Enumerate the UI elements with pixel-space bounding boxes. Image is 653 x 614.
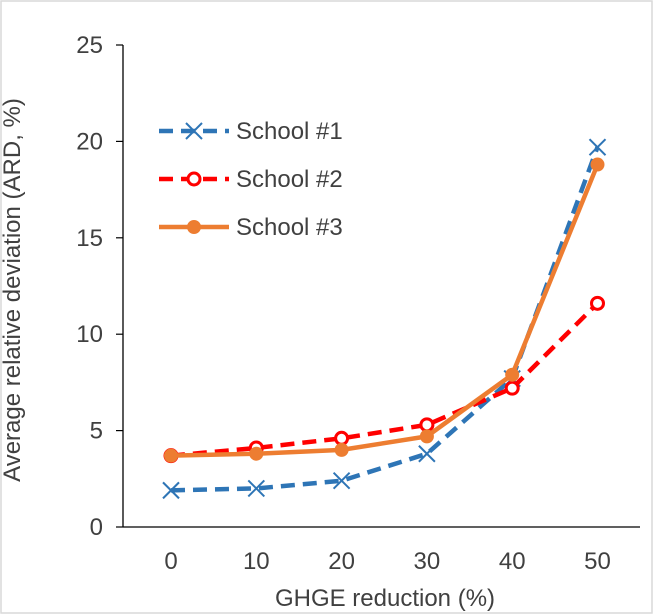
data-point: [590, 295, 605, 311]
y-axis-title: Average relative deviation (ARD, %): [0, 98, 26, 482]
x-tick-label: 30: [414, 548, 441, 575]
data-point: [334, 430, 350, 446]
data-point: [505, 367, 520, 382]
x-tick-label: 20: [328, 548, 355, 575]
y-tick-label: 10: [76, 321, 103, 348]
x-axis-title: GHGE reduction (%): [275, 585, 495, 612]
y-axis-ticks: 0 5 10 15 20 25: [76, 32, 123, 541]
data-point: [504, 380, 520, 396]
y-tick-label: 15: [76, 225, 103, 252]
data-point: [164, 448, 178, 463]
data-point: [247, 479, 266, 498]
series-line: [170, 301, 600, 458]
x-tick-label: 40: [499, 548, 526, 575]
y-tick-label: 5: [90, 418, 103, 445]
y-tick-label: 25: [76, 32, 103, 59]
x-tick-label: 0: [164, 548, 177, 575]
data-point: [419, 429, 434, 444]
x-axis-ticks: 0 10 20 30 40 50: [164, 548, 611, 575]
legend-item: School #3: [159, 214, 343, 241]
series-line: [170, 146, 600, 493]
data-point: [334, 442, 349, 457]
legend-marker: [185, 122, 203, 140]
legend-item: School #2: [159, 166, 343, 193]
data-point: [590, 157, 605, 172]
series-layer: [162, 138, 607, 500]
data-point: [419, 417, 435, 433]
legend-item: School #1: [159, 118, 343, 145]
data-point: [332, 472, 351, 490]
legend-marker: [187, 220, 201, 234]
x-tick-label: 10: [243, 548, 270, 575]
legend-label: School #2: [236, 166, 343, 193]
legend-label: School #3: [236, 214, 343, 241]
x-tick-label: 50: [584, 548, 611, 575]
series-line: [170, 163, 600, 458]
data-point: [249, 446, 264, 461]
series-1: [162, 138, 607, 500]
legend-label: School #1: [236, 118, 343, 145]
y-tick-label: 20: [76, 128, 103, 155]
y-tick-label: 0: [90, 514, 103, 541]
legend: School #1 School #2 School #3: [159, 118, 343, 241]
legend-marker: [186, 171, 202, 187]
data-point: [418, 445, 436, 463]
series-3: [164, 157, 605, 463]
data-point: [162, 481, 180, 500]
data-point: [588, 138, 607, 156]
